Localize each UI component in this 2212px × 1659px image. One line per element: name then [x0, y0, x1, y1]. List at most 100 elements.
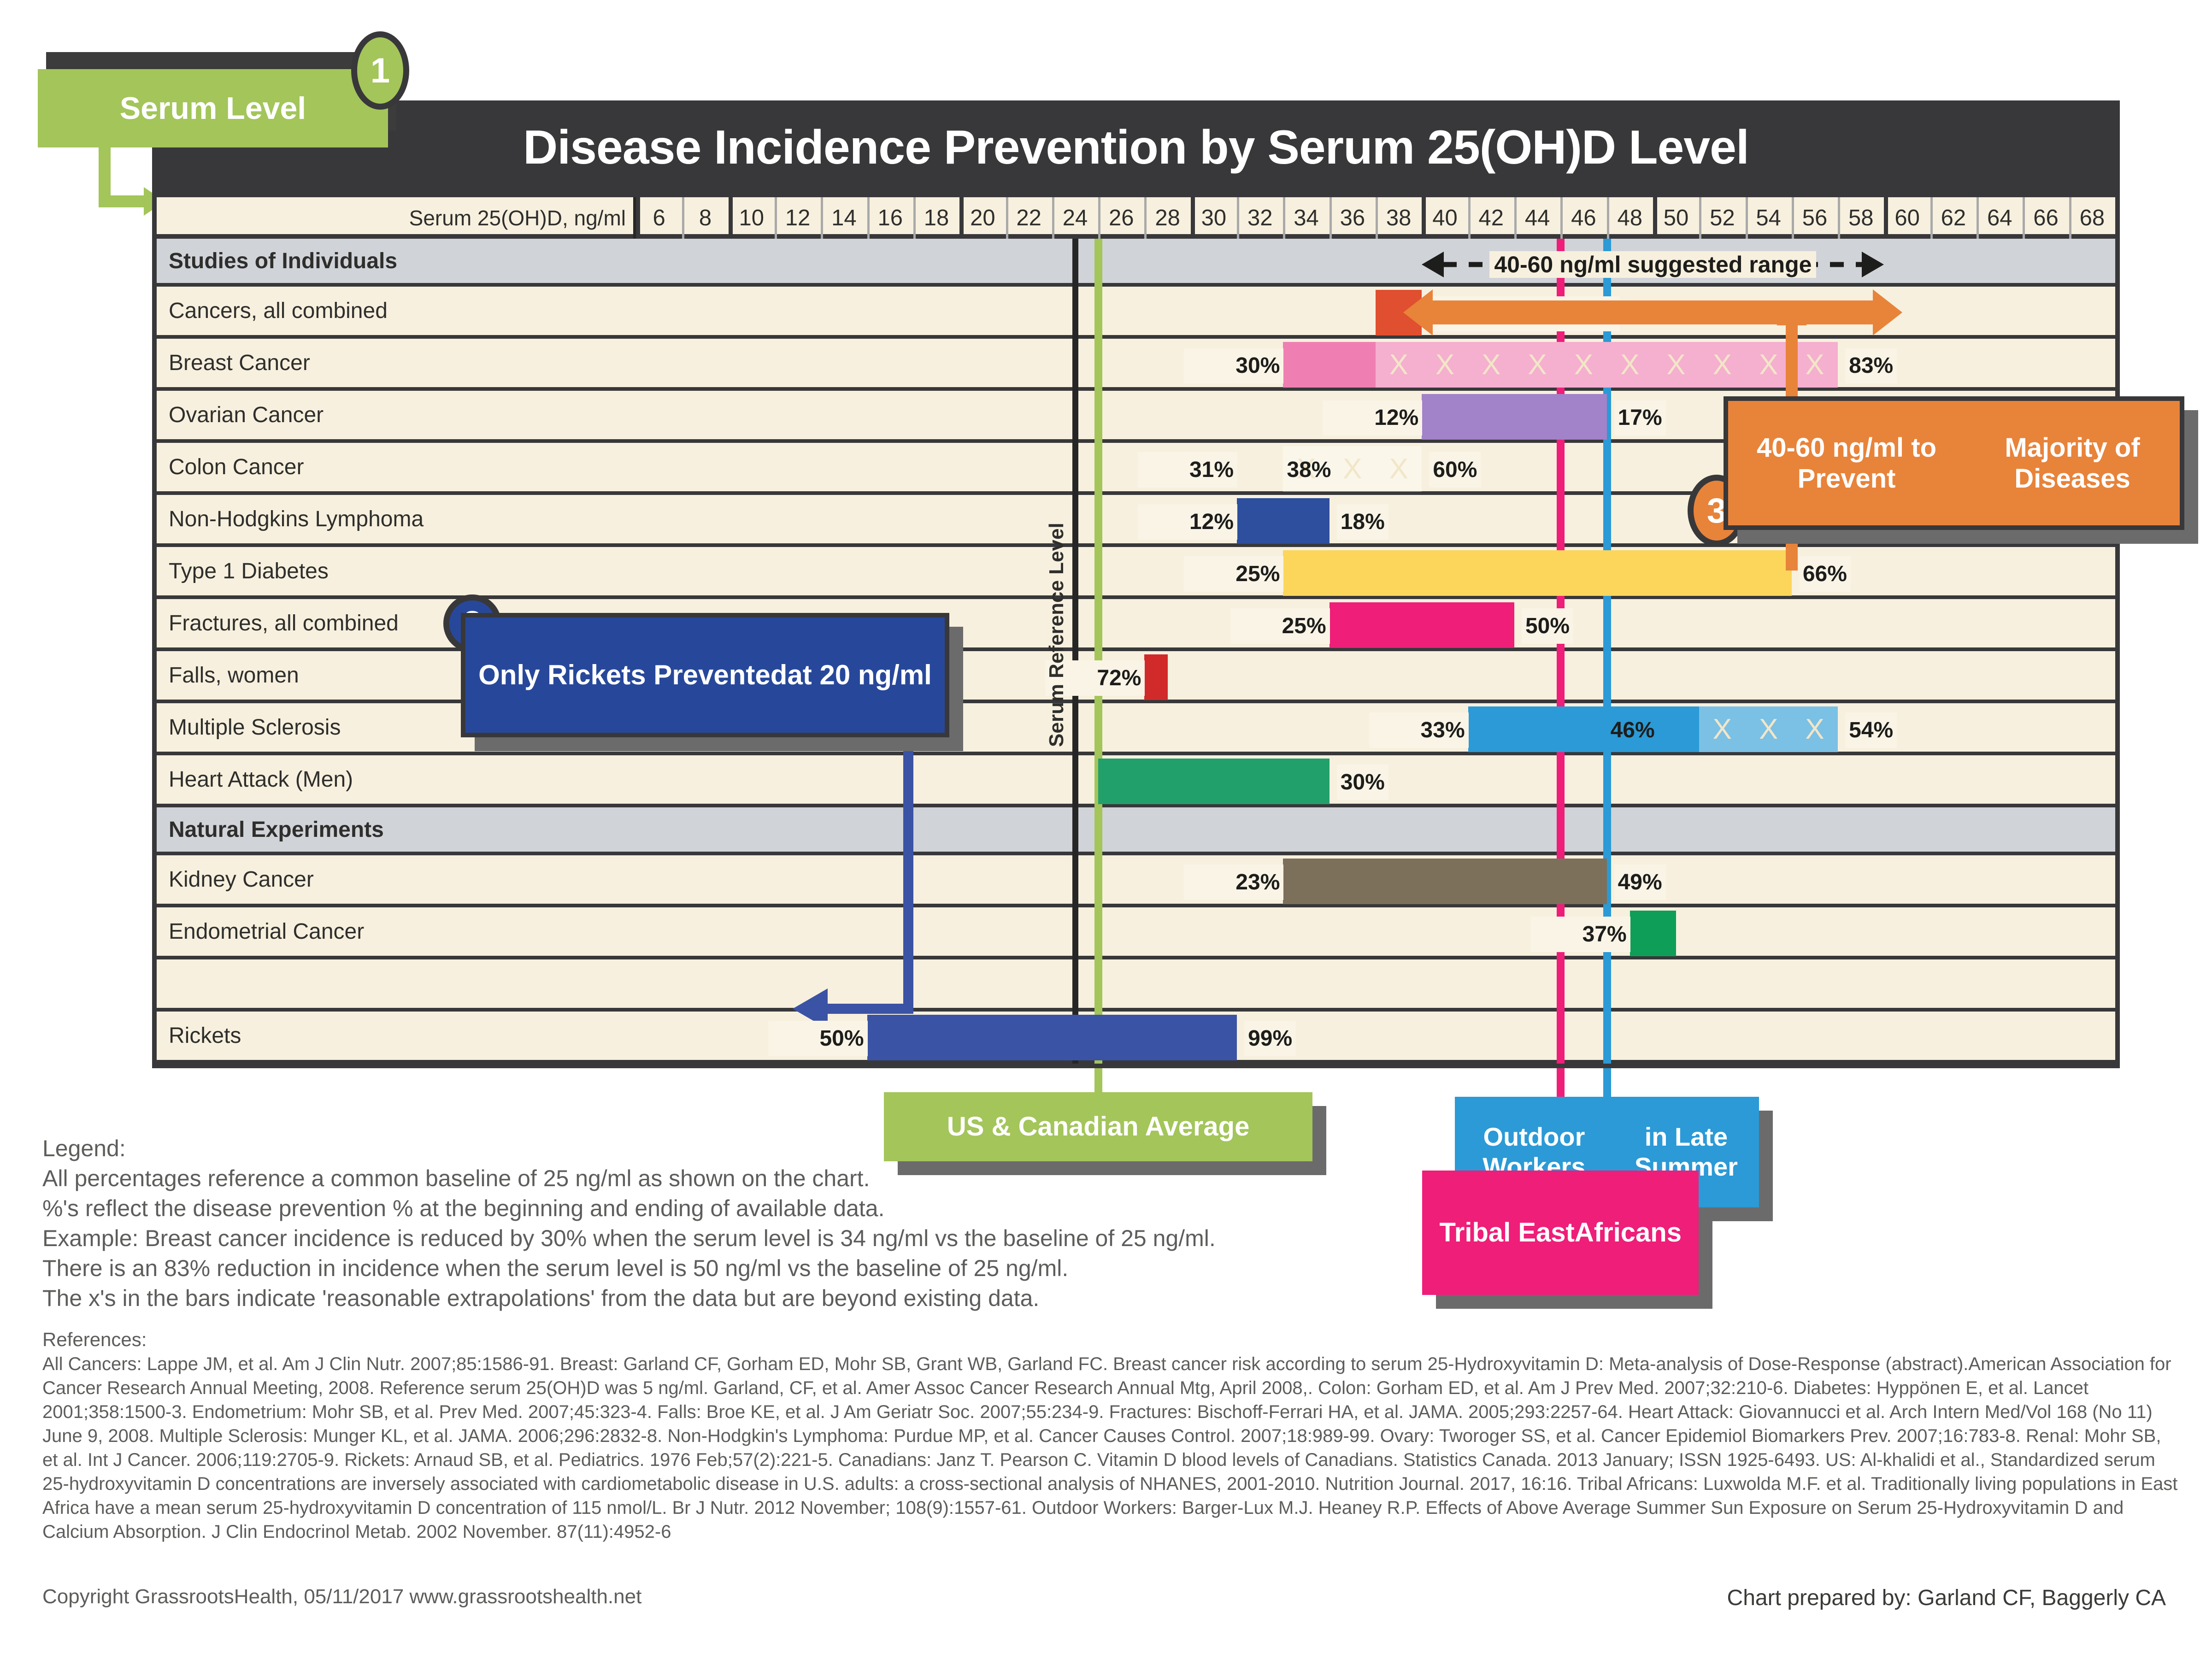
data-bar	[1144, 654, 1168, 700]
axis-tick-line	[1514, 197, 1517, 239]
row-label: Heart Attack (Men)	[169, 767, 353, 792]
axis-tick-line	[1977, 197, 1979, 239]
bar-solid-segment	[1468, 706, 1700, 753]
marker-serum-reference-level	[1072, 239, 1078, 1064]
row-label: Colon Cancer	[169, 455, 304, 480]
extrapolation-x-mark: X	[1666, 349, 1686, 381]
stub-outdoor-workers	[1603, 1068, 1611, 1100]
axis-tick-line	[1144, 197, 1147, 239]
axis-tick: 56	[1802, 206, 1828, 230]
bar-end-percent: 54%	[1845, 712, 1897, 748]
bar-start-percent: 33%	[1369, 712, 1469, 748]
marker-outdoor-workers	[1603, 239, 1611, 1064]
axis-tick: 32	[1247, 206, 1273, 230]
data-bar	[1630, 910, 1677, 957]
extrapolation-x-mark: X	[1389, 349, 1408, 381]
axis-tick: 46	[1571, 206, 1596, 230]
row-label	[157, 959, 636, 1008]
axis-tick: 60	[1894, 206, 1920, 230]
axis-tick-line	[1791, 197, 1794, 239]
table-row: Endometrial Cancer 37%	[157, 907, 2115, 960]
stub-us-canadian-average	[1094, 1068, 1103, 1096]
axis-tick-line	[867, 197, 870, 239]
axis-tick: 42	[1478, 206, 1504, 230]
bar-solid-segment	[1237, 446, 1283, 492]
axis-tick-line	[1052, 197, 1054, 239]
bar-solid-segment	[1283, 341, 1376, 388]
axis-tick: 20	[970, 206, 995, 230]
data-bar	[1098, 758, 1330, 805]
section-label: Natural Experiments	[169, 817, 384, 842]
prepared-by-text: Chart prepared by: Garland CF, Baggerly …	[1727, 1586, 2166, 1610]
axis-tick-line	[774, 197, 777, 239]
axis-tick: 62	[1941, 206, 1966, 230]
extrapolation-x-mark: X	[1620, 349, 1640, 381]
callout-only-rickets: Only Rickets Prevented at 20 ng/ml	[461, 613, 949, 737]
bar-end-percent: 49%	[1614, 865, 1666, 900]
extrapolation-x-mark: X	[1759, 349, 1778, 381]
bar-start-percent: 50%	[768, 1021, 868, 1056]
orange-arrow-head-left	[1403, 289, 1433, 335]
axis-tick-line	[2023, 197, 2025, 239]
row-label: Type 1 Diabetes	[169, 559, 329, 584]
axis-tick: 12	[785, 206, 811, 230]
axis-tick-line	[1190, 197, 1195, 239]
copyright-text: Copyright GrassrootsHealth, 05/11/2017 w…	[42, 1585, 642, 1608]
axis-tick-line	[1329, 197, 1332, 239]
axis-tick-line	[1237, 197, 1240, 239]
bar-start-percent: 25%	[1184, 556, 1284, 592]
range-label: 40-60 ng/ml suggested range	[1489, 251, 1817, 278]
axis-tick: 18	[924, 206, 949, 230]
references-block: References: All Cancers: Lappe JM, et al…	[42, 1327, 2181, 1544]
axis-tick-line	[1006, 197, 1008, 239]
row-label: Kidney Cancer	[169, 867, 314, 892]
axis-tick: 54	[1756, 206, 1781, 230]
badge-1: 1	[351, 31, 409, 110]
suggested-range-annotation: 40-60 ng/ml suggested range	[1422, 241, 1884, 288]
data-bar	[867, 1014, 1237, 1061]
bar-end-percent: 17%	[1614, 400, 1666, 435]
extrapolation-x-mark: X	[1482, 349, 1501, 381]
axis-tick: 64	[1987, 206, 2012, 230]
axis-tick: 48	[1617, 206, 1642, 230]
legend-block: Legend: All percentages reference a comm…	[42, 1134, 1379, 1313]
axis-tick-line	[1930, 197, 1933, 239]
axis-tick-line	[913, 197, 916, 239]
extrapolation-x-mark: X	[1343, 453, 1362, 485]
axis-tick: 10	[739, 206, 765, 230]
bar-end-percent: 50%	[1521, 608, 1574, 644]
legend-line: There is an 83% reduction in incidence w…	[42, 1255, 1069, 1281]
axis-tick-line	[821, 197, 824, 239]
extrapolation-x-mark: X	[1712, 349, 1732, 381]
legend-line: %'s reflect the disease prevention % at …	[42, 1195, 885, 1221]
callout-rickets-connector-vertical	[903, 737, 913, 1014]
axis-tick-line	[636, 197, 640, 239]
extrapolation-x-mark: X	[1389, 453, 1408, 485]
marker-tribal-east-africans	[1557, 239, 1565, 1064]
data-bar	[1422, 394, 1607, 440]
bar-end-percent: 66%	[1799, 556, 1851, 592]
data-bar	[1329, 602, 1514, 648]
axis-tick: 34	[1294, 206, 1319, 230]
axis-tick: 58	[1848, 206, 1874, 230]
table-row: Heart Attack (Men) 30%	[157, 755, 2115, 807]
axis-tick-line	[1283, 197, 1286, 239]
axis-tick: 50	[1663, 206, 1689, 230]
axis-tick: 40	[1432, 206, 1458, 230]
bar-start-percent: 12%	[1323, 400, 1423, 435]
legend-line: All percentages reference a common basel…	[42, 1165, 870, 1191]
range-arrow-right	[1862, 252, 1884, 277]
bar-end-percent: 30%	[1336, 765, 1388, 800]
table-row: Breast Cancer X X X X X X X X X X 30% 83%	[157, 339, 2115, 391]
row-label: Ovarian Cancer	[169, 403, 324, 428]
bar-start-percent: 30%	[1184, 348, 1284, 383]
axis-tick: 8	[699, 206, 712, 230]
axis-tick-line	[959, 197, 964, 239]
bar-mid-percent: 38%	[1287, 458, 1331, 482]
row-label: Multiple Sclerosis	[169, 715, 341, 740]
table-row: Kidney Cancer 23% 49%	[157, 855, 2115, 908]
axis-tick-line	[1098, 197, 1101, 239]
